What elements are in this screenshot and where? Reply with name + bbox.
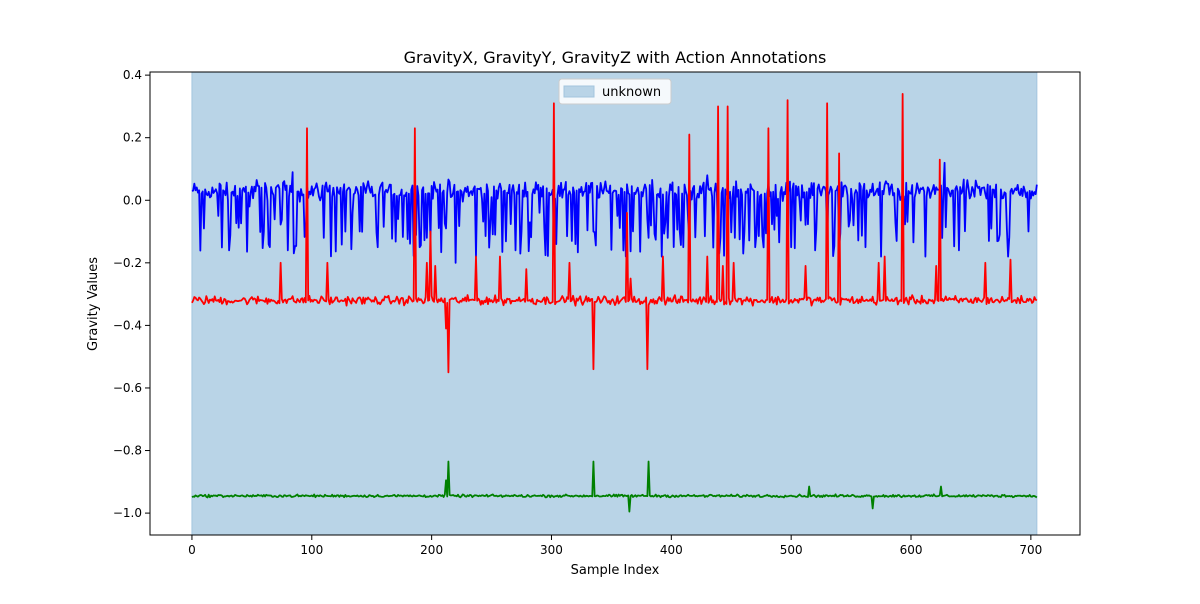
axes-frame (149, 71, 1081, 536)
series-line-red (191, 93, 1038, 374)
x-tick-label: 600 (900, 543, 923, 557)
y-tick-label: −0.4 (113, 318, 142, 332)
series-line-blue (191, 161, 1038, 264)
legend: unknown (558, 78, 672, 105)
legend-box (558, 78, 672, 105)
y-tick-label: −0.8 (113, 444, 142, 458)
x-axis-label: Sample Index (571, 563, 660, 578)
y-tick-label: 0.4 (123, 68, 142, 82)
y-tick-label: −0.6 (113, 381, 142, 395)
y-tick-label: −0.2 (113, 256, 142, 270)
x-tick-label: 400 (660, 543, 683, 557)
x-tick-label: 200 (420, 543, 443, 557)
y-tick-label: 0.0 (123, 193, 142, 207)
y-axis-label: Gravity Values (86, 257, 101, 351)
x-tick-label: 300 (540, 543, 563, 557)
x-axis-ticks: 0 100 200 300 400 500 600 700 (188, 535, 1042, 557)
chart-title: GravityX, GravityY, GravityZ with Action… (404, 48, 827, 67)
legend-swatch-unknown (563, 85, 595, 98)
x-tick-label: 0 (188, 543, 196, 557)
y-tick-label: −1.0 (113, 506, 142, 520)
y-axis-ticks: −1.0 −0.8 −0.6 −0.4 −0.2 0.0 0.2 0.4 (113, 68, 150, 520)
series-layer (191, 93, 1038, 513)
plot-area (149, 71, 1081, 536)
x-tick-label: 100 (300, 543, 323, 557)
y-tick-label: 0.2 (123, 131, 142, 145)
x-tick-label: 500 (780, 543, 803, 557)
legend-label-unknown: unknown (602, 85, 661, 100)
x-tick-label: 700 (1019, 543, 1042, 557)
series-line-green (191, 460, 1038, 513)
